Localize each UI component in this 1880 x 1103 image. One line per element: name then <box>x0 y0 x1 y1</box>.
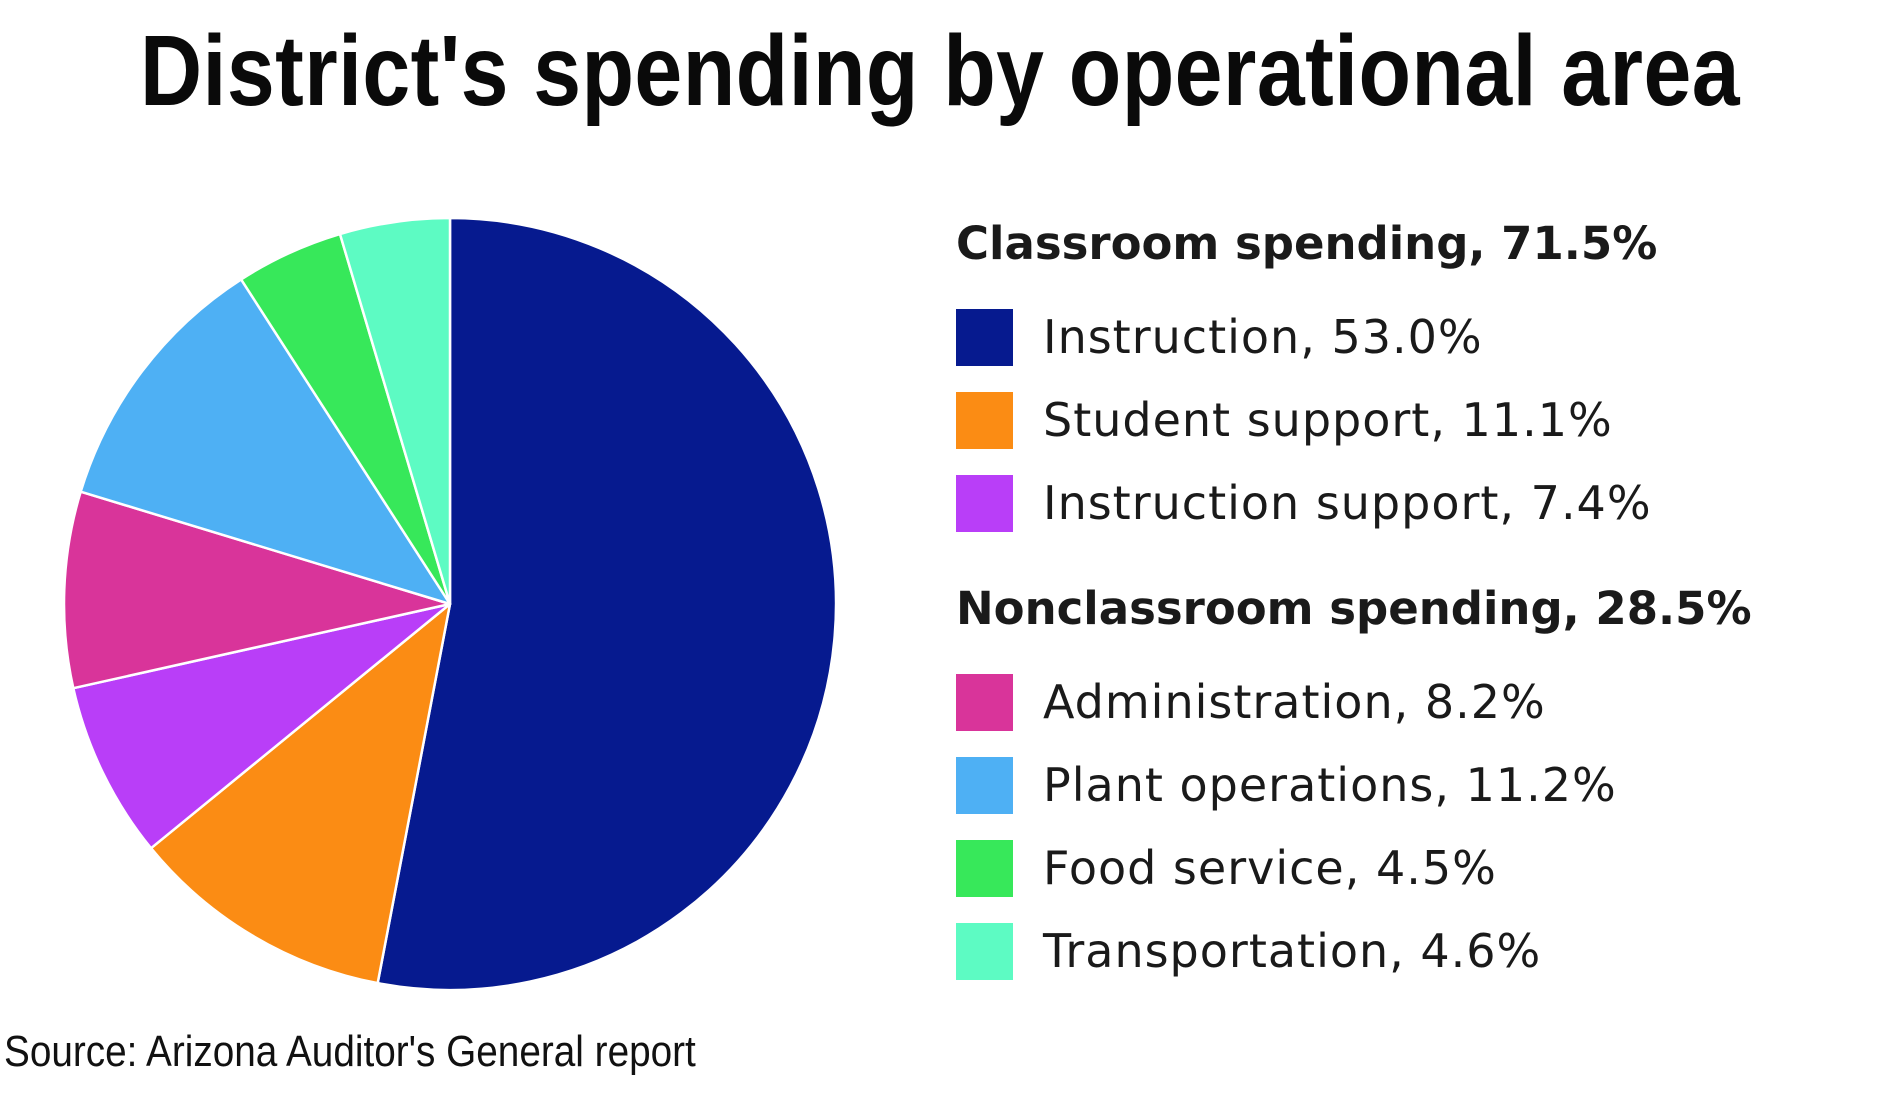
legend-item: Administration, 8.2% <box>956 661 1856 744</box>
legend-item: Food service, 4.5% <box>956 827 1856 910</box>
legend-group-heading: Classroom spending, 71.5% <box>956 217 1658 270</box>
legend-item: Instruction, 53.0% <box>956 296 1856 379</box>
legend-group-heading: Nonclassroom spending, 28.5% <box>956 582 1752 635</box>
legend-item: Instruction support, 7.4% <box>956 462 1856 545</box>
chart-title: District's spending by operational area <box>140 15 1740 127</box>
legend-label: Instruction, 53.0% <box>1043 310 1483 364</box>
pie-chart-svg <box>62 216 838 992</box>
legend-swatch <box>956 309 1013 366</box>
legend-group: Nonclassroom spending, 28.5% Administrati… <box>956 579 1856 993</box>
legend-label: Student support, 11.1% <box>1043 393 1613 447</box>
legend-label: Plant operations, 11.2% <box>1043 758 1617 812</box>
pie-slice-student-support <box>149 602 452 985</box>
chart-legend: Classroom spending, 71.5% Instruction, 53… <box>956 214 1856 1027</box>
pie-slice-instruction-support <box>72 602 452 850</box>
legend-group: Classroom spending, 71.5% Instruction, 53… <box>956 214 1856 545</box>
legend-swatch <box>956 392 1013 449</box>
pie-slice-administration <box>62 490 452 690</box>
legend-label: Transportation, 4.6% <box>1043 924 1542 978</box>
source-note: Source: Arizona Auditor's General report <box>4 1027 696 1076</box>
pie-slice-plant-operations <box>79 278 452 606</box>
legend-swatch <box>956 757 1013 814</box>
legend-item: Plant operations, 11.2% <box>956 744 1856 827</box>
pie-chart <box>60 214 840 994</box>
legend-swatch <box>956 475 1013 532</box>
legend-item: Transportation, 4.6% <box>956 910 1856 993</box>
legend-swatch <box>956 674 1013 731</box>
legend-label: Instruction support, 7.4% <box>1043 476 1652 530</box>
legend-swatch <box>956 840 1013 897</box>
legend-swatch <box>956 923 1013 980</box>
legend-item: Student support, 11.1% <box>956 379 1856 462</box>
legend-label: Food service, 4.5% <box>1043 841 1497 895</box>
legend-label: Administration, 8.2% <box>1043 675 1546 729</box>
pie-slice-instruction <box>376 216 838 992</box>
pie-slice-transportation <box>338 216 452 606</box>
